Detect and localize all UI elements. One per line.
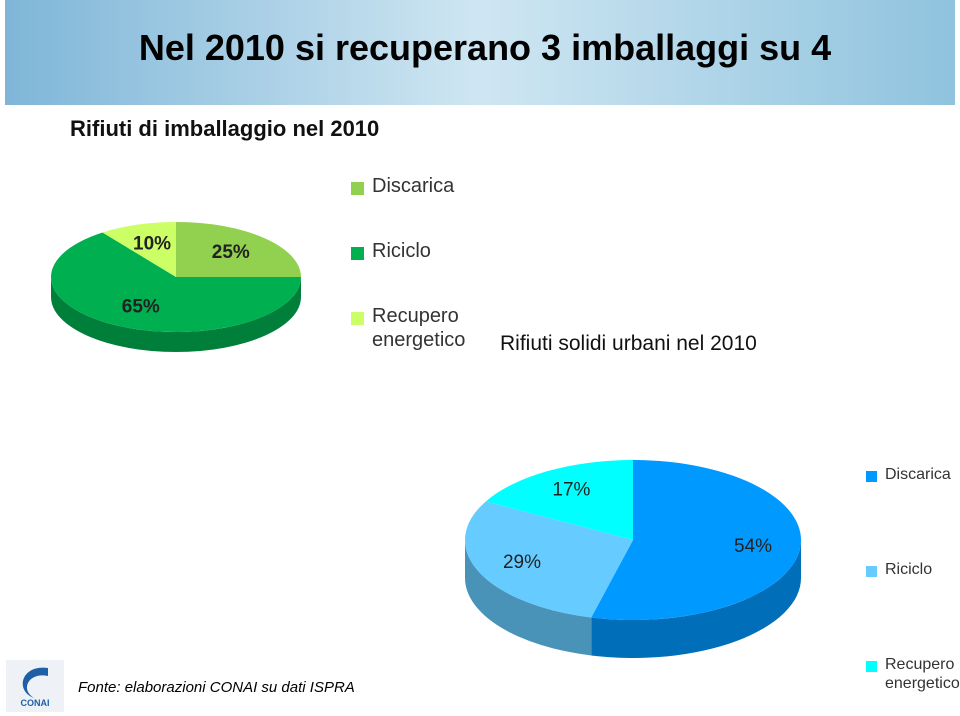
- pie-slice: [591, 460, 802, 620]
- legend-swatch: [351, 181, 364, 195]
- legend-swatch: [351, 311, 364, 325]
- pie-slice: [102, 222, 176, 277]
- data-label: 54%: [734, 536, 772, 557]
- legend-label: Recupero energetico: [372, 305, 466, 351]
- legend-label: Discarica: [885, 466, 951, 483]
- data-label: 65%: [122, 296, 160, 317]
- logo-text: CONAI: [21, 698, 50, 708]
- legend-swatch: [866, 661, 877, 673]
- data-label: 10%: [133, 234, 171, 255]
- legend-swatch: [866, 471, 877, 483]
- chart-title: Rifiuti solidi urbani nel 2010: [500, 332, 757, 355]
- legend-label: Riciclo: [372, 240, 431, 262]
- source-note: Fonte: elaborazioni CONAI su dati ISPRA: [78, 679, 355, 696]
- legend-item: Discarica: [866, 465, 960, 484]
- logo: CONAI: [6, 660, 64, 712]
- pie-slice: [485, 460, 633, 540]
- legend-label: Recupero energetico: [885, 656, 960, 693]
- legend-item: Discarica: [351, 174, 502, 198]
- pie-slice: [176, 222, 301, 277]
- pie-slice: [465, 501, 633, 618]
- pie-slice: [51, 232, 301, 332]
- legend-item: Riciclo: [351, 239, 502, 263]
- legend-item: Recupero energetico: [866, 655, 960, 693]
- legend-swatch: [351, 246, 364, 260]
- data-label: 29%: [503, 552, 541, 573]
- data-label: 25%: [212, 242, 250, 263]
- legend-item: Riciclo: [866, 560, 960, 579]
- logo-box: [6, 660, 64, 712]
- slide-title: Nel 2010 si recuperano 3 imballaggi su 4: [139, 27, 831, 68]
- legend-label: Discarica: [372, 175, 455, 197]
- legend-label: Riciclo: [885, 561, 933, 578]
- pie-side: [465, 540, 592, 656]
- legend-swatch: [866, 566, 877, 578]
- pie-side: [51, 277, 301, 352]
- pie-side: [591, 540, 801, 658]
- logo-mark: [22, 667, 48, 698]
- legend-item: Recupero energetico: [351, 304, 502, 352]
- chart-title: Rifiuti di imballaggio nel 2010: [70, 116, 379, 141]
- data-label: 17%: [552, 479, 590, 500]
- banner: [5, 0, 955, 105]
